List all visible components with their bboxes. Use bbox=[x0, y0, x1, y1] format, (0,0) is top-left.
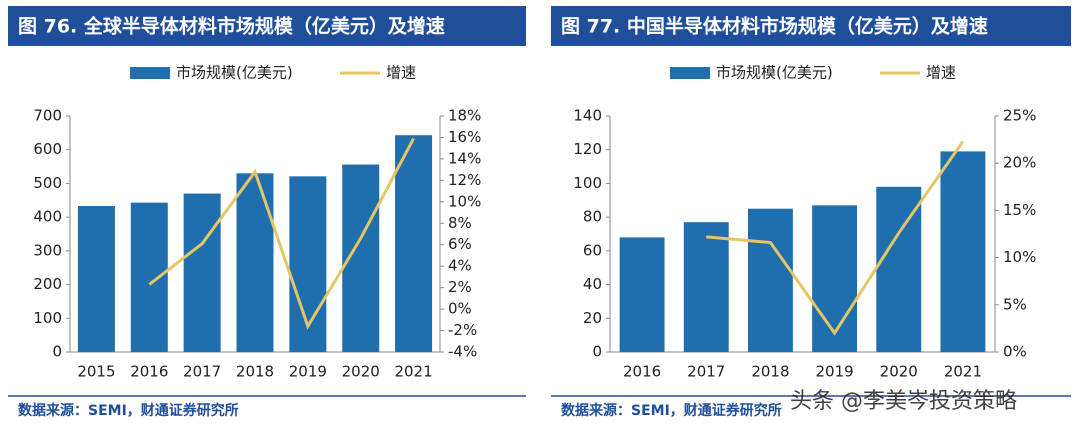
title-bar bbox=[551, 6, 1071, 46]
y2-tick-label: -4% bbox=[448, 343, 477, 361]
y2-tick-label: -2% bbox=[448, 321, 477, 339]
y-tick-label: 300 bbox=[33, 241, 62, 259]
y2-tick-label: 8% bbox=[448, 214, 472, 232]
x-tick-label: 2018 bbox=[236, 363, 274, 381]
y2-tick-label: 6% bbox=[448, 235, 472, 253]
chart-title: 图 76. 全球半导体材料市场规模（亿美元）及增速 bbox=[18, 15, 445, 38]
bar bbox=[876, 186, 922, 352]
chart-title: 图 77. 中国半导体材料市场规模（亿美元）及增速 bbox=[561, 15, 988, 38]
y2-tick-label: 15% bbox=[1003, 201, 1036, 219]
y2-tick-label: 18% bbox=[448, 107, 481, 125]
y-tick-label: 120 bbox=[573, 140, 602, 158]
y-tick-label: 80 bbox=[583, 208, 602, 226]
bar bbox=[130, 202, 168, 352]
bar bbox=[395, 135, 433, 352]
y-tick-label: 200 bbox=[33, 275, 62, 293]
x-tick-label: 2020 bbox=[880, 363, 918, 381]
y2-tick-label: 20% bbox=[1003, 154, 1036, 172]
x-tick-label: 2020 bbox=[342, 363, 380, 381]
y2-tick-label: 2% bbox=[448, 278, 472, 296]
x-tick-label: 2016 bbox=[130, 363, 168, 381]
y-tick-label: 20 bbox=[583, 309, 602, 327]
growth-line bbox=[706, 140, 965, 336]
legend-label: 市场规模(亿美元) bbox=[716, 64, 833, 82]
y-tick-label: 140 bbox=[573, 107, 602, 125]
y2-tick-label: 12% bbox=[448, 171, 481, 189]
legend-label: 增速 bbox=[386, 64, 416, 82]
y2-tick-label: 25% bbox=[1003, 107, 1036, 125]
x-tick-label: 2019 bbox=[289, 363, 327, 381]
legend-swatch bbox=[670, 67, 710, 79]
y2-tick-label: 10% bbox=[1003, 248, 1036, 266]
bar bbox=[747, 208, 793, 352]
x-tick-label: 2017 bbox=[183, 363, 221, 381]
source: 数据来源：SEMI，财通证券研究所 bbox=[18, 402, 239, 419]
y2-tick-label: 4% bbox=[448, 257, 472, 275]
x-tick-label: 2021 bbox=[944, 363, 982, 381]
bar bbox=[77, 206, 115, 352]
y-tick-label: 600 bbox=[33, 140, 62, 158]
bar bbox=[812, 205, 858, 352]
chart: 图 76. 全球半导体材料市场规模（亿美元）及增速 0 100 200 300 400 50… bbox=[8, 6, 526, 419]
y2-tick-label: 16% bbox=[448, 128, 481, 146]
legend-label: 增速 bbox=[926, 64, 956, 82]
watermark: 头条 @李美岑投资策略 bbox=[790, 389, 1017, 414]
y2-tick-label: 5% bbox=[1003, 295, 1027, 313]
x-tick-label: 2019 bbox=[815, 363, 853, 381]
bar bbox=[940, 151, 986, 352]
x-tick-label: 2017 bbox=[687, 363, 725, 381]
y-tick-label: 0 bbox=[592, 343, 602, 361]
legend-swatch bbox=[130, 67, 170, 79]
x-tick-label: 2021 bbox=[394, 363, 432, 381]
y-tick-label: 40 bbox=[583, 275, 602, 293]
y-tick-label: 400 bbox=[33, 208, 62, 226]
y-tick-label: 500 bbox=[33, 174, 62, 192]
y2-tick-label: 0% bbox=[1003, 343, 1027, 361]
bar bbox=[183, 193, 221, 352]
bar bbox=[619, 237, 665, 352]
y-tick-label: 700 bbox=[33, 107, 62, 125]
chart: 图 77. 中国半导体材料市场规模（亿美元）及增速 0 20 40 60 80 100 120… bbox=[551, 6, 1071, 419]
source: 数据来源：SEMI，财通证券研究所 bbox=[561, 402, 782, 419]
title-bar bbox=[8, 6, 526, 46]
y2-tick-label: 10% bbox=[448, 192, 481, 210]
y-tick-label: 100 bbox=[573, 174, 602, 192]
x-tick-label: 2015 bbox=[77, 363, 115, 381]
y-tick-label: 0 bbox=[52, 343, 62, 361]
bar bbox=[236, 173, 274, 352]
x-tick-label: 2018 bbox=[751, 363, 789, 381]
x-tick-label: 2016 bbox=[623, 363, 661, 381]
y-tick-label: 60 bbox=[583, 241, 602, 259]
legend-label: 市场规模(亿美元) bbox=[176, 64, 293, 82]
bar bbox=[683, 222, 729, 352]
y2-tick-label: 14% bbox=[448, 149, 481, 167]
y-tick-label: 100 bbox=[33, 309, 62, 327]
y2-tick-label: 0% bbox=[448, 300, 472, 318]
growth-line bbox=[148, 137, 415, 330]
